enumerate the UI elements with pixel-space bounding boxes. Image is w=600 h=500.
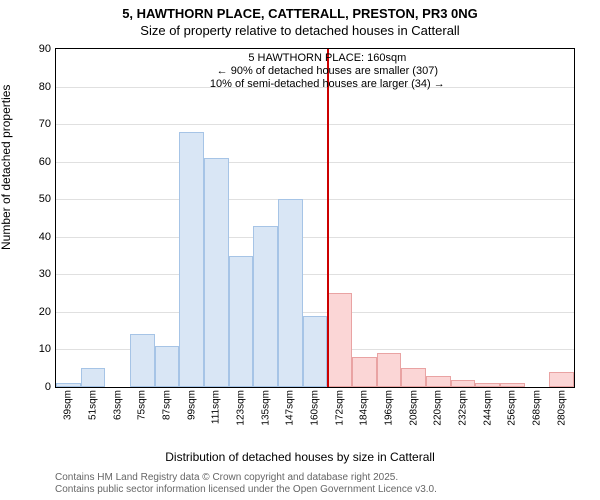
x-tick-label: 39sqm [63,390,74,420]
x-tick-label: 99sqm [186,390,197,420]
x-axis-label: Distribution of detached houses by size … [0,450,600,464]
histogram-bar [352,357,377,387]
y-tick-label: 50 [39,193,51,205]
footer-line-2: Contains public sector information licen… [55,484,437,496]
x-tick-label: 123sqm [236,390,247,426]
histogram-bar [303,316,328,387]
grid-line [56,162,574,163]
chart-container: 5, HAWTHORN PLACE, CATTERALL, PRESTON, P… [0,0,600,500]
histogram-bar [179,132,204,387]
y-tick-label: 60 [39,156,51,168]
x-tick-label: 280sqm [556,390,567,426]
annotation-line-1: 5 HAWTHORN PLACE: 160sqm [210,52,445,65]
x-tick-label: 256sqm [507,390,518,426]
y-tick-label: 40 [39,231,51,243]
x-tick-label: 184sqm [359,390,370,426]
histogram-bar [56,383,81,387]
histogram-bar [475,383,500,387]
x-tick-label: 232sqm [458,390,469,426]
histogram-bar [130,334,155,387]
y-tick-label: 80 [39,81,51,93]
grid-line [56,199,574,200]
annotation-line-2: ← 90% of detached houses are smaller (30… [210,65,445,78]
histogram-bar [401,368,426,387]
annotation-line-3: 10% of semi-detached houses are larger (… [210,78,445,91]
y-tick-label: 10 [39,343,51,355]
x-tick-label: 208sqm [408,390,419,426]
grid-line [56,124,574,125]
footer-line-1: Contains HM Land Registry data © Crown c… [55,472,437,484]
chart-title: 5, HAWTHORN PLACE, CATTERALL, PRESTON, P… [0,0,600,22]
x-tick-label: 135sqm [260,390,271,426]
x-tick-label: 196sqm [384,390,395,426]
y-axis-label: Number of detached properties [0,85,13,250]
y-tick-label: 70 [39,118,51,130]
x-tick-label: 172sqm [334,390,345,426]
grid-line [56,237,574,238]
footer-text: Contains HM Land Registry data © Crown c… [55,472,437,496]
grid-line [56,312,574,313]
y-tick-label: 90 [39,43,51,55]
histogram-bar [451,380,476,388]
x-tick-label: 75sqm [137,390,148,420]
histogram-bar [253,226,278,387]
histogram-bar [377,353,402,387]
histogram-bar [204,158,229,387]
plot-area: 010203040506070809039sqm51sqm63sqm75sqm8… [55,48,575,388]
chart-subtitle: Size of property relative to detached ho… [0,22,600,39]
histogram-bar [229,256,254,387]
histogram-bar [549,372,574,387]
x-tick-label: 63sqm [112,390,123,420]
x-tick-label: 160sqm [310,390,321,426]
x-tick-label: 244sqm [482,390,493,426]
histogram-bar [327,293,352,387]
x-tick-label: 111sqm [211,390,222,424]
x-tick-label: 147sqm [285,390,296,426]
highlight-annotation: 5 HAWTHORN PLACE: 160sqm ← 90% of detach… [210,52,445,92]
x-tick-label: 268sqm [532,390,543,426]
y-tick-label: 0 [45,381,51,393]
histogram-bar [426,376,451,387]
x-tick-label: 87sqm [162,390,173,420]
y-tick-label: 20 [39,306,51,318]
grid-line [56,274,574,275]
x-tick-label: 51sqm [88,390,99,420]
x-tick-label: 220sqm [433,390,444,426]
histogram-bar [155,346,180,387]
y-tick-label: 30 [39,268,51,280]
histogram-bar [500,383,525,387]
histogram-bar [81,368,106,387]
histogram-bar [278,199,303,387]
highlight-line [327,49,329,387]
